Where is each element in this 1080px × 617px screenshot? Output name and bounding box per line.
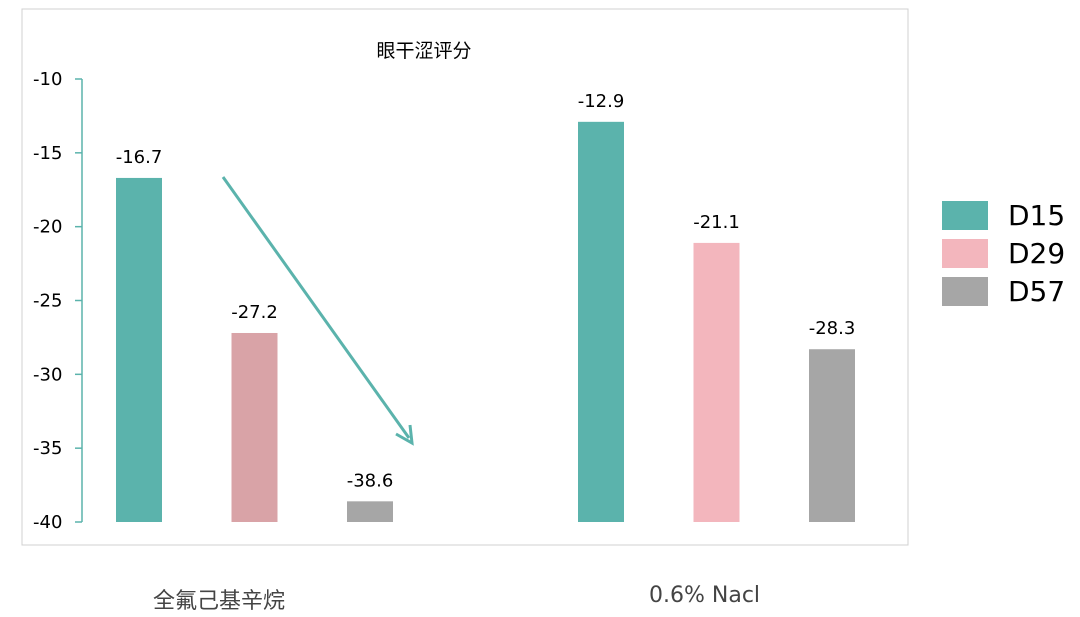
legend-label-d57: D57 bbox=[1008, 274, 1066, 308]
chart-title: 眼干涩评分 bbox=[376, 40, 471, 62]
group-label-nacl: 0.6% Nacl bbox=[649, 583, 761, 608]
data-label-d15-group-1: -16.7 bbox=[116, 147, 163, 168]
y-tick-label: -35 bbox=[33, 438, 62, 459]
legend-label-d15: D15 bbox=[1008, 198, 1066, 232]
bar-d57-group-1 bbox=[347, 501, 393, 522]
bar-d29-group-2 bbox=[693, 242, 740, 522]
y-axis: -10 -15 -20 -25 -30 -35 -40 bbox=[33, 69, 83, 533]
y-tick-label: -20 bbox=[33, 217, 62, 238]
legend-swatch-d29 bbox=[942, 238, 988, 268]
data-label-d57-group-1: -38.6 bbox=[347, 470, 394, 491]
bar-d57-group-2 bbox=[809, 349, 855, 522]
data-label-d15-group-2: -12.9 bbox=[578, 91, 625, 112]
chart-frame bbox=[21, 8, 909, 546]
group-label-perfluorohexyloctane: 全氟己基辛烷 bbox=[153, 589, 286, 614]
arrow-head bbox=[395, 424, 414, 446]
data-label-d57-group-2: -28.3 bbox=[809, 318, 856, 339]
legend-label-d29: D29 bbox=[1008, 236, 1066, 270]
y-tick-label: -25 bbox=[33, 291, 62, 312]
legend-swatch-d15 bbox=[942, 200, 988, 230]
legend-item-d29: D29 bbox=[942, 234, 1065, 272]
legend-swatch-d57 bbox=[942, 276, 988, 306]
arrow-shaft bbox=[221, 176, 411, 439]
y-tick-label: -15 bbox=[33, 143, 62, 164]
y-tick-label: -10 bbox=[33, 69, 62, 90]
bars bbox=[116, 121, 855, 523]
data-label-d29-group-2: -21.1 bbox=[693, 212, 740, 233]
data-label-d29-group-1: -27.2 bbox=[231, 302, 278, 323]
bar-d29-group-1 bbox=[231, 332, 278, 522]
legend: D15 D29 D57 bbox=[942, 196, 1065, 310]
legend-item-d57: D57 bbox=[942, 272, 1065, 310]
legend-item-d15: D15 bbox=[942, 196, 1065, 234]
data-labels: -16.7 -12.9 -27.2 -21.1 -38.6 -28.3 bbox=[116, 91, 856, 492]
bar-d15-group-2 bbox=[578, 121, 624, 522]
trend-arrow bbox=[221, 176, 414, 446]
y-tick-label: -30 bbox=[33, 364, 62, 385]
y-tick-label: -40 bbox=[33, 512, 62, 533]
bar-d15-group-1 bbox=[116, 177, 162, 523]
